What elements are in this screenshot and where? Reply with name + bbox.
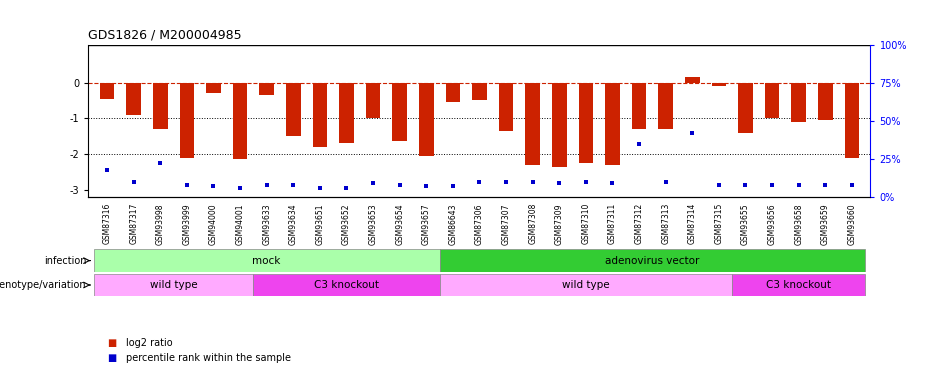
- Bar: [499, 82, 513, 131]
- Bar: [578, 82, 593, 163]
- Bar: [525, 82, 540, 165]
- Bar: [313, 82, 327, 147]
- Text: ■: ■: [107, 338, 116, 348]
- Bar: [153, 82, 168, 129]
- Text: GDS1826 / M200004985: GDS1826 / M200004985: [88, 28, 242, 41]
- Bar: [552, 82, 567, 166]
- Bar: [339, 82, 354, 143]
- Bar: [419, 82, 434, 156]
- Bar: [472, 82, 487, 100]
- Bar: [764, 82, 779, 118]
- Text: C3 knockout: C3 knockout: [766, 280, 831, 290]
- Text: ■: ■: [107, 353, 116, 363]
- Bar: [94, 249, 439, 272]
- Bar: [206, 82, 221, 93]
- Bar: [392, 82, 407, 141]
- Bar: [791, 82, 806, 122]
- Text: wild type: wild type: [150, 280, 197, 290]
- Bar: [658, 82, 673, 129]
- Bar: [366, 82, 381, 118]
- Text: percentile rank within the sample: percentile rank within the sample: [126, 353, 290, 363]
- Bar: [732, 274, 865, 296]
- Bar: [605, 82, 620, 165]
- Text: infection: infection: [44, 256, 87, 266]
- Bar: [844, 82, 859, 158]
- Bar: [286, 82, 301, 136]
- Text: mock: mock: [252, 256, 281, 266]
- Bar: [818, 82, 832, 120]
- Bar: [446, 82, 460, 102]
- Bar: [233, 82, 248, 159]
- Bar: [127, 82, 141, 115]
- Text: genotype/variation: genotype/variation: [0, 280, 87, 290]
- Bar: [439, 274, 732, 296]
- Bar: [685, 77, 699, 82]
- Text: adenovirus vector: adenovirus vector: [605, 256, 699, 266]
- Bar: [94, 274, 253, 296]
- Bar: [253, 274, 439, 296]
- Bar: [738, 82, 753, 132]
- Text: wild type: wild type: [562, 280, 610, 290]
- Bar: [711, 82, 726, 86]
- Text: C3 knockout: C3 knockout: [314, 280, 379, 290]
- Bar: [180, 82, 195, 158]
- Bar: [439, 249, 865, 272]
- Bar: [100, 82, 115, 99]
- Text: log2 ratio: log2 ratio: [126, 338, 172, 348]
- Bar: [632, 82, 646, 129]
- Bar: [260, 82, 274, 95]
